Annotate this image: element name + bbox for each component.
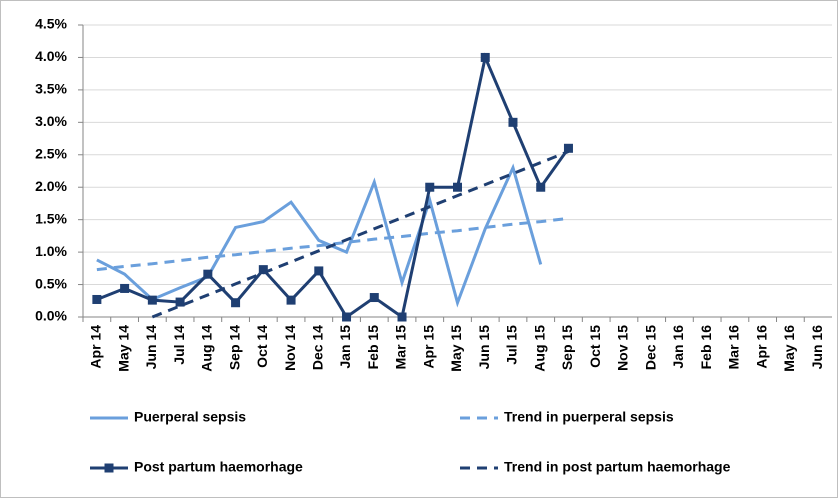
point [563,143,573,153]
point [508,117,518,127]
y-tick-label: 1.5% [35,210,67,226]
legend-label: Post partum haemorhage [134,459,303,475]
x-tick-label: Sep 15 [559,325,575,370]
y-tick-label: 4.0% [35,48,67,64]
point [342,312,352,322]
point [369,293,379,303]
x-tick-label: Apr 14 [88,325,104,369]
y-tick-label: 4.5% [35,16,67,32]
point [203,269,213,279]
point [175,297,185,307]
point [92,294,102,304]
point [286,295,296,305]
y-tick-label: 1.0% [35,243,67,259]
x-tick-label: May 14 [115,325,131,372]
point [397,312,407,322]
x-tick-label: Nov 15 [615,325,631,371]
x-tick-label: Oct 14 [254,325,270,368]
x-tick-label: Dec 15 [642,325,658,370]
point [147,295,157,305]
y-tick-label: 3.0% [35,113,67,129]
point [480,52,490,62]
y-tick-label: 0.5% [35,275,67,291]
x-tick-label: Sep 14 [226,325,242,370]
x-tick-label: Apr 16 [753,325,769,369]
x-tick-label: Jan 15 [337,325,353,369]
x-tick-label: Jan 16 [670,325,686,369]
x-tick-label: Apr 15 [420,325,436,369]
legend-label: Trend in puerperal sepsis [504,409,674,425]
x-tick-label: Jul 14 [171,325,187,365]
y-tick-label: 2.5% [35,145,67,161]
x-tick-label: Mar 15 [393,325,409,370]
legend-label: Trend in post partum haemorhage [504,459,731,475]
legend-label: Puerperal sepsis [134,409,246,425]
point [453,182,462,192]
x-tick-label: Jul 15 [504,325,520,365]
x-tick-label: Dec 14 [309,325,325,370]
series-line [96,163,543,308]
x-tick-label: May 16 [781,325,797,372]
x-tick-label: Jun 14 [143,325,159,370]
x-tick-label: Feb 16 [698,325,714,370]
legend-marker [104,463,114,473]
x-tick-label: Oct 15 [587,325,603,368]
point [536,182,546,192]
x-tick-label: Mar 16 [726,325,742,370]
point [314,266,324,276]
x-tick-label: Jun 16 [809,325,825,370]
x-tick-label: Aug 14 [199,325,215,372]
point [120,283,130,293]
point [231,298,241,308]
x-tick-label: May 15 [448,325,464,372]
series-line [151,150,570,319]
x-tick-label: Aug 15 [531,325,547,372]
y-tick-label: 0.0% [35,308,67,324]
series-line [96,216,569,272]
x-tick-label: Jun 15 [476,325,492,370]
point [258,265,268,275]
point [425,182,435,192]
series-line [96,52,570,320]
x-tick-label: Nov 14 [282,325,298,371]
y-tick-label: 3.5% [35,81,67,97]
y-tick-label: 2.0% [35,178,67,194]
x-tick-label: Feb 15 [365,325,381,370]
